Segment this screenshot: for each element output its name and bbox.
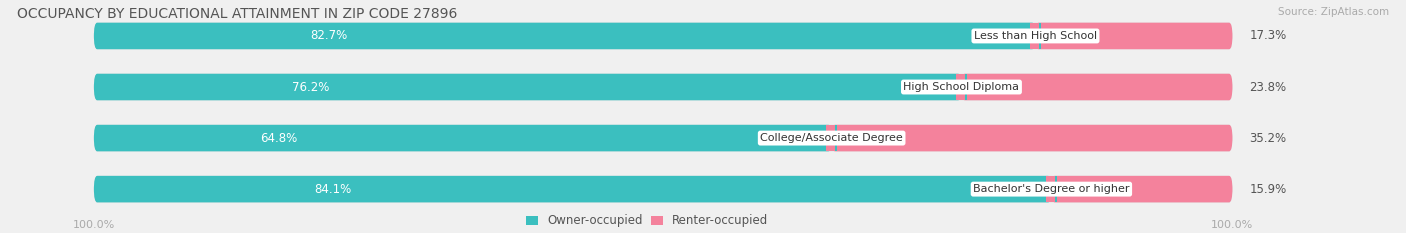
Text: Bachelor's Degree or higher: Bachelor's Degree or higher bbox=[973, 184, 1129, 194]
Bar bbox=[825, 125, 835, 151]
Text: 100.0%: 100.0% bbox=[73, 220, 115, 230]
FancyBboxPatch shape bbox=[94, 176, 1233, 202]
Bar bbox=[1046, 176, 1054, 202]
Text: Less than High School: Less than High School bbox=[974, 31, 1097, 41]
Text: 100.0%: 100.0% bbox=[1212, 220, 1254, 230]
Text: 84.1%: 84.1% bbox=[315, 183, 352, 196]
Bar bbox=[1029, 23, 1039, 49]
FancyBboxPatch shape bbox=[1035, 23, 1233, 49]
FancyBboxPatch shape bbox=[94, 125, 1233, 151]
FancyBboxPatch shape bbox=[1052, 176, 1233, 202]
Bar bbox=[1032, 23, 1042, 49]
FancyBboxPatch shape bbox=[832, 125, 1233, 151]
Text: High School Diploma: High School Diploma bbox=[904, 82, 1019, 92]
Text: Source: ZipAtlas.com: Source: ZipAtlas.com bbox=[1278, 7, 1389, 17]
Bar bbox=[956, 74, 965, 100]
FancyBboxPatch shape bbox=[94, 74, 1233, 100]
FancyBboxPatch shape bbox=[94, 23, 1035, 49]
Text: 35.2%: 35.2% bbox=[1250, 132, 1286, 144]
FancyBboxPatch shape bbox=[94, 176, 1052, 202]
Text: College/Associate Degree: College/Associate Degree bbox=[761, 133, 903, 143]
FancyBboxPatch shape bbox=[94, 125, 832, 151]
Text: 17.3%: 17.3% bbox=[1250, 29, 1286, 42]
Text: OCCUPANCY BY EDUCATIONAL ATTAINMENT IN ZIP CODE 27896: OCCUPANCY BY EDUCATIONAL ATTAINMENT IN Z… bbox=[17, 7, 457, 21]
Legend: Owner-occupied, Renter-occupied: Owner-occupied, Renter-occupied bbox=[526, 214, 768, 227]
FancyBboxPatch shape bbox=[962, 74, 1233, 100]
Bar bbox=[1047, 176, 1057, 202]
Text: 82.7%: 82.7% bbox=[311, 29, 347, 42]
Bar bbox=[959, 74, 967, 100]
FancyBboxPatch shape bbox=[94, 23, 1233, 49]
FancyBboxPatch shape bbox=[94, 74, 962, 100]
Text: 64.8%: 64.8% bbox=[260, 132, 297, 144]
Text: 15.9%: 15.9% bbox=[1250, 183, 1286, 196]
Text: 23.8%: 23.8% bbox=[1250, 81, 1286, 93]
Text: 76.2%: 76.2% bbox=[292, 81, 329, 93]
Bar bbox=[828, 125, 838, 151]
